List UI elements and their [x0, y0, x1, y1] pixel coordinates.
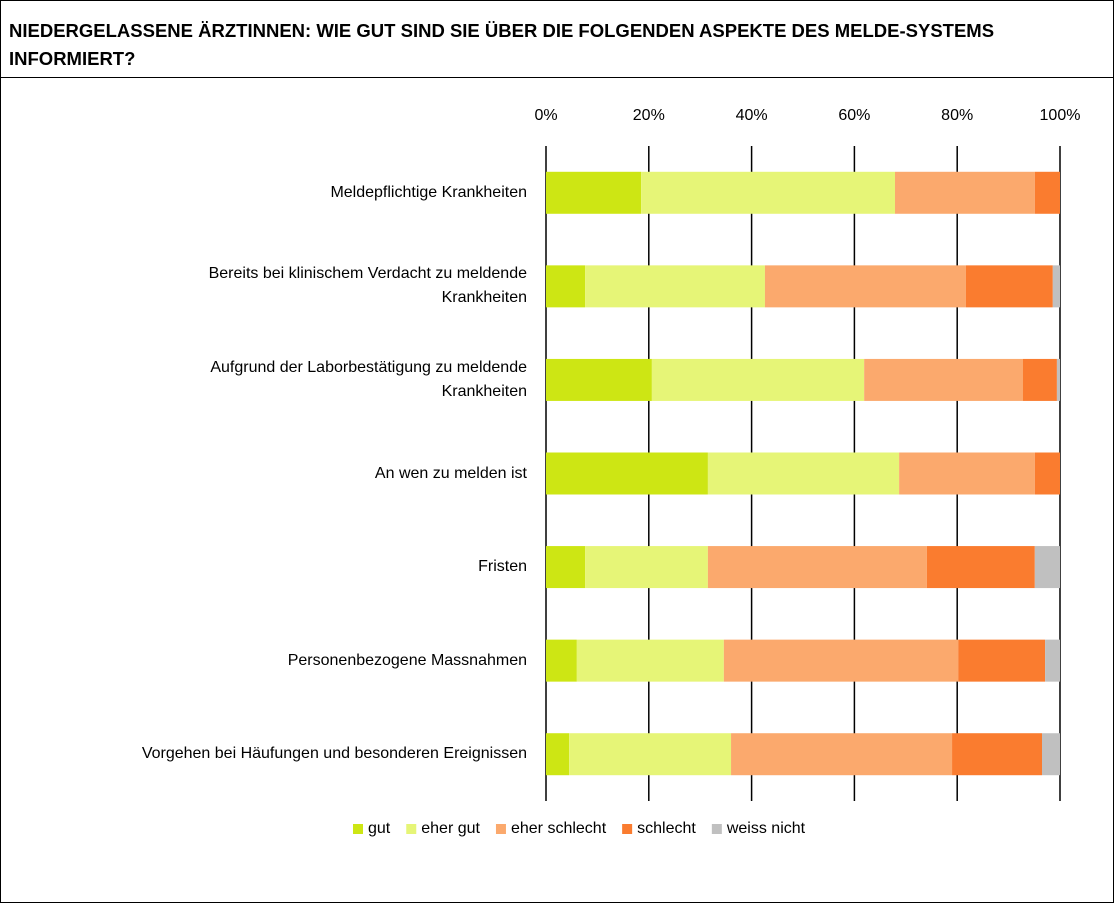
bar-segment: [965, 265, 1053, 308]
bar-segment: [546, 358, 652, 401]
x-tick-label: 40%: [736, 107, 768, 124]
x-tick-label: 20%: [633, 107, 665, 124]
category-label: Meldepflichtige Krankheiten: [330, 183, 527, 201]
category-label: Bereits bei klinischem Verdacht zu melde…: [208, 265, 527, 307]
bar-segment: [926, 546, 1035, 589]
legend-label: eher gut: [421, 820, 480, 837]
bar-segment: [1052, 265, 1060, 308]
chart-title: NIEDERGELASSENE ÄRZTINNEN: WIE GUT SIND …: [1, 1, 1113, 78]
legend-swatch: [406, 824, 417, 834]
bar-segment: [952, 733, 1043, 776]
bar-segment: [1042, 733, 1060, 776]
legend-label: eher schlecht: [511, 820, 607, 837]
bar-segment: [899, 452, 1035, 495]
bar-segment: [651, 358, 865, 401]
bar-segment: [546, 733, 570, 776]
x-tick-label: 80%: [941, 107, 973, 124]
category-label: Vorgehen bei Häufungen und besonderen Er…: [141, 745, 527, 763]
legend-label: gut: [368, 820, 391, 837]
bar-segment: [958, 639, 1046, 682]
bar-segment: [864, 358, 1023, 401]
bar-segment: [569, 733, 732, 776]
bar-segment: [1034, 171, 1060, 214]
bar-segment: [723, 639, 959, 682]
bar-segment: [1056, 358, 1060, 401]
bar-segment: [585, 546, 708, 589]
bar-segment: [1022, 358, 1057, 401]
bar-segment: [731, 733, 953, 776]
legend-swatch: [622, 824, 633, 834]
bar-segment: [546, 452, 708, 495]
category-label: Fristen: [478, 558, 527, 576]
x-tick-label: 100%: [1040, 107, 1081, 124]
bar-segment: [1034, 452, 1060, 495]
category-label: Aufgrund der Laborbestätigung zu meldend…: [210, 358, 527, 400]
legend-swatch: [495, 824, 506, 834]
legend-label: schlecht: [637, 820, 696, 837]
bar-segment: [707, 546, 927, 589]
x-tick-label: 0%: [534, 107, 557, 124]
x-tick-label: 60%: [838, 107, 870, 124]
bar-segment: [895, 171, 1035, 214]
bar-segment: [546, 171, 642, 214]
bar-segment: [1034, 546, 1060, 589]
bar-segment: [764, 265, 966, 308]
legend-swatch: [711, 824, 722, 834]
legend-swatch: [353, 824, 363, 834]
bar-segment: [546, 546, 586, 589]
category-label: Personenbezogene Massnahmen: [287, 651, 527, 669]
bar-segment: [707, 452, 900, 495]
bar-segment: [576, 639, 724, 682]
bar-segment: [546, 265, 586, 308]
bar-segment: [1045, 639, 1060, 682]
category-label: An wen zu melden ist: [374, 464, 527, 482]
bar-segment: [641, 171, 896, 214]
bar-segment: [585, 265, 765, 308]
legend-label: weiss nicht: [726, 820, 806, 837]
bar-segment: [546, 639, 577, 682]
